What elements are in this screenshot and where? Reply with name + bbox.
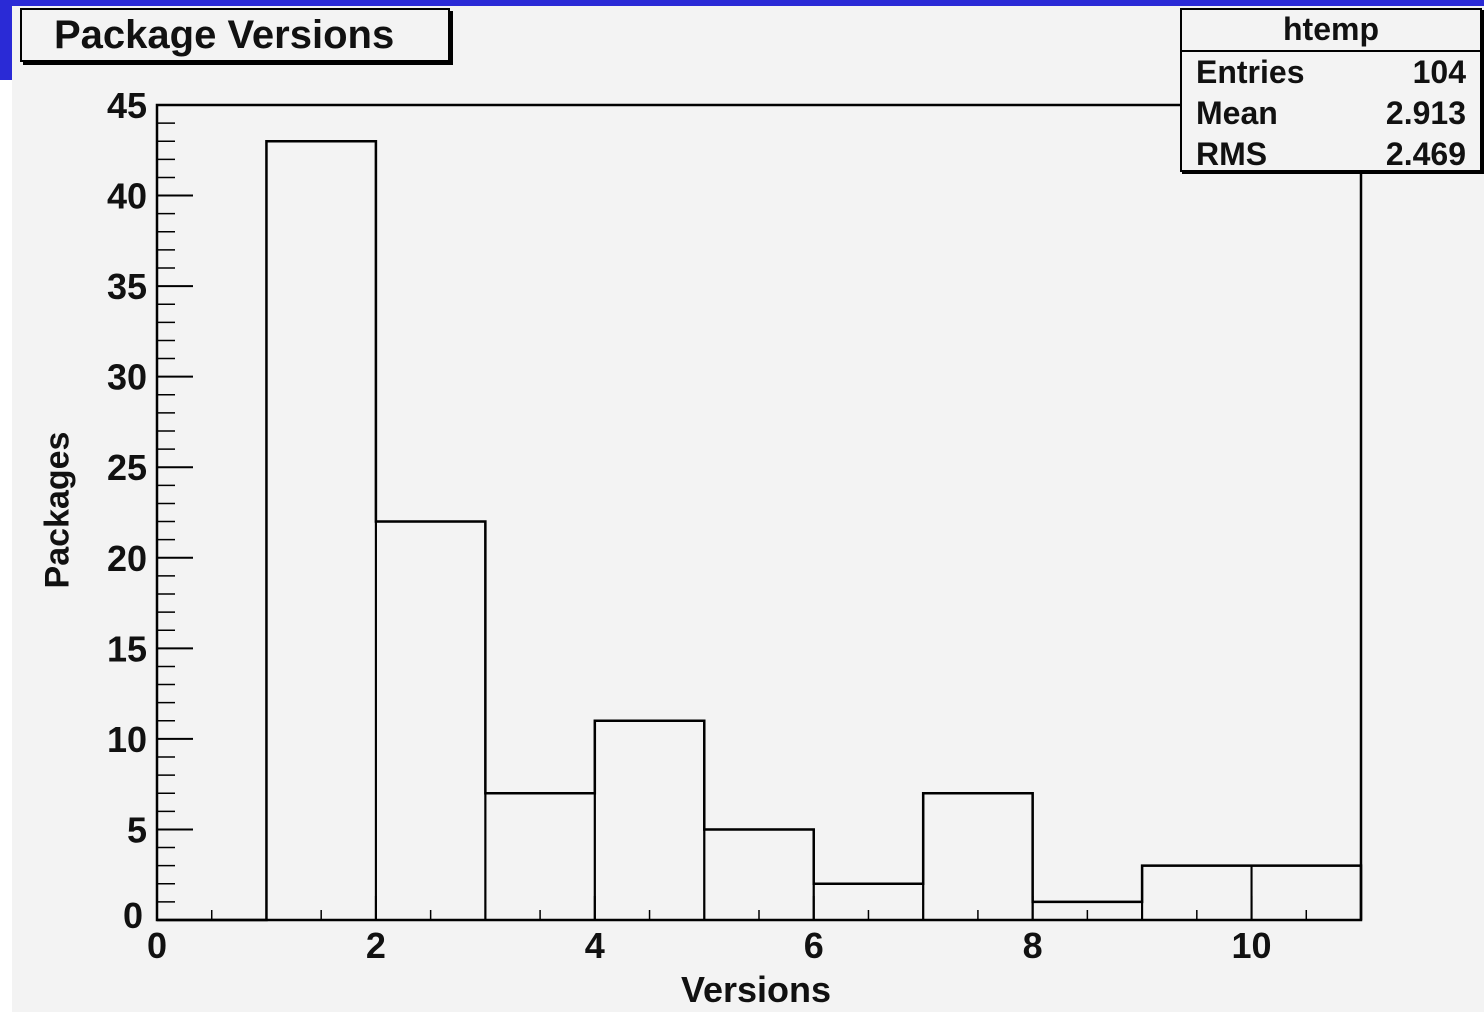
- y-tick-label: 0: [123, 895, 143, 936]
- stats-row-mean: Mean 2.913: [1182, 93, 1480, 134]
- stats-entries-label: Entries: [1196, 54, 1305, 90]
- histogram-bin: [374, 520, 487, 921]
- chart-title-box: Package Versions: [20, 8, 450, 62]
- y-tick-label: 35: [107, 266, 147, 307]
- slide-accent-side: [0, 0, 14, 80]
- stats-rms-label: RMS: [1196, 136, 1268, 172]
- histogram-bin: [703, 828, 815, 922]
- stats-mean-value: 2.913: [1385, 95, 1466, 131]
- y-tick-label: 15: [107, 628, 147, 669]
- plot-frame: [155, 103, 1363, 922]
- histogram-bin: [593, 719, 706, 921]
- x-tick-label: 10: [1232, 925, 1272, 966]
- y-tick-label: 10: [107, 719, 147, 760]
- stats-rms-value: 2.469: [1385, 136, 1466, 172]
- y-tick-label: 5: [127, 809, 147, 850]
- y-axis-label: Packages: [38, 431, 77, 589]
- stats-entries-value: 104: [1412, 54, 1466, 90]
- chart-canvas: [12, 6, 1484, 1012]
- histogram-bin: [922, 792, 1034, 922]
- x-tick-label: 2: [366, 925, 386, 966]
- x-tick-label: 0: [147, 925, 167, 966]
- y-tick-label: 45: [107, 85, 147, 126]
- histogram-bin: [484, 792, 596, 922]
- histogram-bin: [265, 140, 377, 921]
- y-tick-label: 20: [107, 538, 147, 579]
- x-axis-label: Versions: [680, 969, 832, 1010]
- stats-row-rms: RMS 2.469: [1182, 134, 1480, 175]
- y-tick-label: 40: [107, 176, 147, 217]
- x-tick-label: 8: [1023, 925, 1043, 966]
- stats-box: htemp Entries 104 Mean 2.913 RMS 2.469: [1180, 8, 1482, 172]
- x-tick-label: 6: [804, 925, 824, 966]
- stats-row-entries: Entries 104: [1182, 52, 1480, 93]
- stats-header: htemp: [1182, 10, 1480, 52]
- chart-title: Package Versions: [54, 12, 395, 57]
- y-tick-label: 25: [107, 447, 147, 488]
- slide-accent-bar: [0, 0, 1484, 6]
- histogram-outline: [157, 139, 1363, 922]
- x-tick-label: 4: [585, 925, 605, 966]
- y-tick-label: 30: [107, 357, 147, 398]
- stats-mean-label: Mean: [1196, 95, 1278, 131]
